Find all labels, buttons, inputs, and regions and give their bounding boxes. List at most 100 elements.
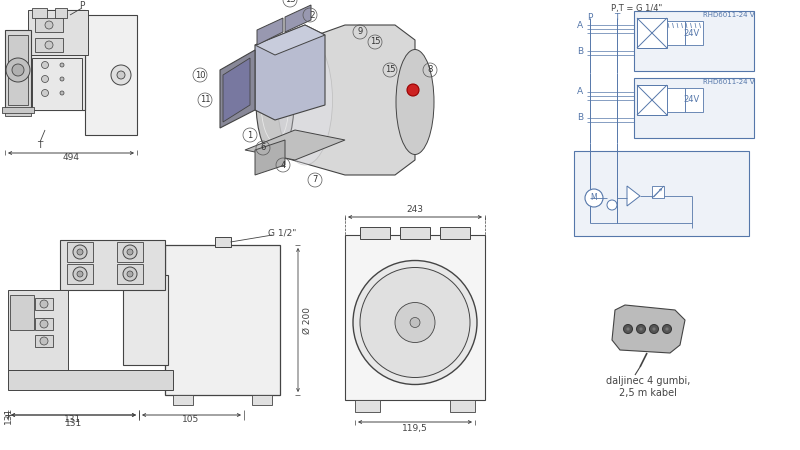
Bar [85,15,137,135]
Text: 7: 7 [312,176,318,184]
Bar [637,18,667,48]
Bar [123,275,168,365]
Text: 494: 494 [62,153,79,162]
Circle shape [639,327,643,331]
Bar [5,108,31,116]
Bar [440,227,470,239]
Bar [35,38,63,52]
Polygon shape [255,140,285,175]
Circle shape [637,324,646,333]
Circle shape [12,64,24,76]
Text: RHD6011-24 V: RHD6011-24 V [703,12,754,18]
Bar [637,85,667,115]
Circle shape [585,189,603,207]
Text: B: B [577,113,583,122]
Polygon shape [223,58,250,122]
Circle shape [73,267,87,281]
Bar [355,400,380,412]
Text: T: T [614,14,620,22]
Text: A: A [577,87,583,96]
Text: Ø 200: Ø 200 [302,306,311,333]
Circle shape [652,327,656,331]
Text: A: A [577,21,583,30]
Bar [400,227,430,239]
Circle shape [353,261,477,384]
Bar [60,240,165,290]
Text: 4: 4 [280,161,286,170]
Bar [667,88,685,112]
Ellipse shape [396,50,434,154]
Bar [667,21,685,45]
Bar [67,264,93,284]
Circle shape [127,271,133,277]
Polygon shape [285,5,311,32]
Bar [634,11,754,71]
Polygon shape [220,50,255,128]
Text: 15: 15 [370,37,380,46]
Bar [5,30,31,110]
Text: 119,5: 119,5 [402,423,428,432]
Circle shape [40,337,48,345]
Bar [117,242,143,262]
Bar [10,295,34,330]
Bar [30,10,85,110]
Polygon shape [257,18,283,45]
Text: 105: 105 [182,415,200,424]
Text: 131: 131 [65,418,82,427]
Bar [360,227,390,239]
Circle shape [60,77,64,81]
Circle shape [40,300,48,308]
Text: 131: 131 [3,406,13,423]
Text: 15: 15 [385,66,395,75]
Circle shape [40,320,48,328]
Circle shape [111,65,131,85]
Bar [32,58,82,110]
Text: T: T [38,140,42,149]
Text: 10: 10 [194,71,206,80]
Bar [345,235,485,400]
Circle shape [127,249,133,255]
Text: 243: 243 [406,206,423,215]
Circle shape [60,91,64,95]
Bar [8,35,28,105]
Bar [35,335,53,347]
Circle shape [45,21,53,29]
Polygon shape [255,25,325,120]
Text: M: M [590,194,598,202]
Circle shape [77,249,83,255]
Text: 24V: 24V [684,95,700,104]
Polygon shape [275,25,415,175]
Circle shape [42,76,49,82]
Text: B: B [577,46,583,55]
Bar [252,395,272,405]
Circle shape [60,63,64,67]
Text: 6: 6 [260,144,266,153]
Circle shape [662,324,671,333]
Ellipse shape [256,48,294,156]
Polygon shape [612,305,685,353]
Bar [574,151,749,236]
Bar [8,290,68,370]
Circle shape [360,267,470,378]
Bar [173,395,193,405]
Polygon shape [255,25,325,55]
Circle shape [407,84,419,96]
Bar [685,88,703,112]
Circle shape [665,327,669,331]
Bar [214,237,230,247]
Circle shape [123,267,137,281]
Polygon shape [245,130,345,160]
Text: P: P [79,0,85,9]
Circle shape [42,90,49,96]
Circle shape [77,271,83,277]
Bar [35,18,63,32]
Text: P: P [587,14,593,22]
Circle shape [73,245,87,259]
Bar [634,78,754,138]
Text: daljinec 4 gumbi,
2,5 m kabel: daljinec 4 gumbi, 2,5 m kabel [606,376,690,398]
Bar [2,107,34,113]
Text: 13: 13 [285,0,295,4]
Bar [450,400,475,412]
Polygon shape [627,186,640,206]
Bar [35,298,53,310]
